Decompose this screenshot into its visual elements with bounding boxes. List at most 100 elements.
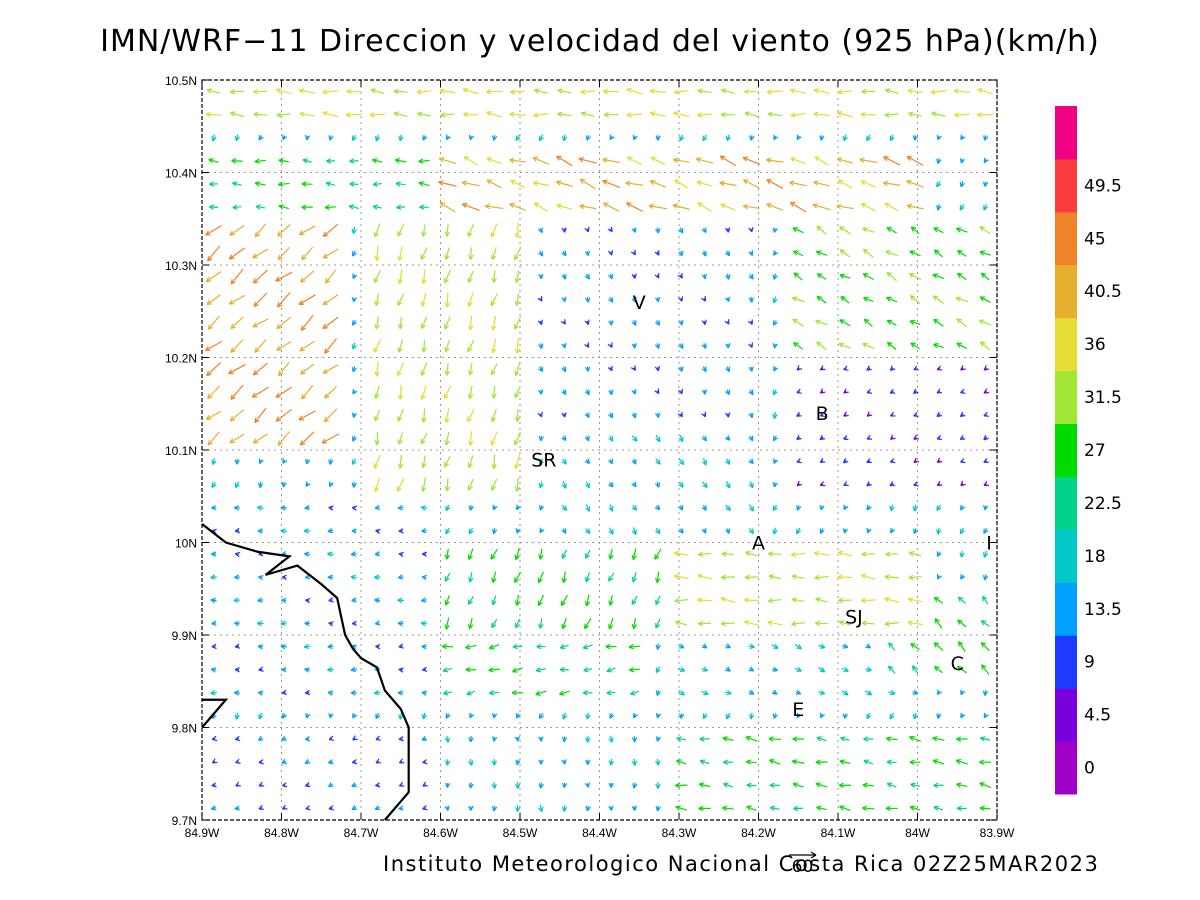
wind-arrow-head (625, 202, 630, 208)
wind-arrow-head (813, 181, 818, 186)
wind-arrow (655, 618, 661, 629)
wind-arrow (862, 248, 874, 259)
wind-arrow-head (768, 597, 773, 602)
wind-arrow-head (275, 392, 280, 398)
wind-arrow-head (516, 416, 521, 422)
wind-arrow-head (565, 483, 567, 489)
wind-arrow-head (743, 203, 749, 207)
wind-arrow-head (957, 272, 963, 275)
wind-arrow-head (510, 91, 516, 95)
wind-arrow (397, 293, 405, 306)
wind-arrow-head (234, 667, 240, 671)
wind-arrow-head (582, 690, 588, 694)
wind-arrow-head (301, 327, 307, 331)
wind-arrow-head (819, 670, 825, 673)
wind-arrow-head (890, 484, 896, 487)
wind-arrow (650, 90, 666, 93)
wind-arrow (933, 596, 944, 604)
wind-arrow (325, 206, 337, 209)
wind-arrow (490, 363, 498, 376)
wind-arrow-head (446, 782, 451, 788)
wind-arrow-head (444, 302, 448, 308)
wind-arrow-head (654, 507, 660, 511)
wind-arrow (885, 553, 898, 556)
wind-arrow-head (790, 551, 796, 556)
wind-arrow-head (351, 505, 358, 509)
wind-arrow-head (462, 87, 469, 90)
wind-arrow-head (837, 179, 842, 185)
wind-arrow-head (229, 230, 233, 236)
wind-arrow-head (656, 737, 662, 742)
wind-arrow-head (537, 389, 542, 395)
wind-arrow-head (936, 689, 939, 695)
wind-arrow-head (797, 666, 802, 672)
wind-arrow-head (466, 690, 471, 695)
wind-arrow-head (815, 761, 821, 765)
wind-arrow (766, 203, 784, 211)
wind-arrow-head (421, 691, 427, 696)
wind-arrow-head (492, 325, 497, 331)
wind-arrow-head (933, 319, 937, 325)
wind-arrow-head (960, 134, 962, 140)
wind-arrow-head (564, 296, 567, 302)
wind-arrow-head (701, 506, 707, 511)
wind-arrow-head (603, 112, 609, 116)
wind-arrow-head (980, 642, 984, 648)
wind-arrow-head (210, 805, 216, 810)
wind-arrow-head (751, 297, 754, 303)
wind-arrow-head (675, 784, 681, 789)
wind-arrow-head (937, 391, 943, 394)
colorbar-label: 0 (1084, 759, 1095, 779)
wind-arrow-head (648, 203, 654, 207)
wind-arrow-head (515, 464, 520, 470)
wind-arrow-head (259, 483, 264, 488)
wind-arrow-head (608, 624, 610, 630)
wind-arrow-head (751, 528, 755, 534)
wind-arrow-head (812, 203, 818, 206)
wind-arrow-head (839, 805, 844, 811)
wind-arrow (956, 227, 968, 233)
wind-arrow-head (538, 344, 543, 349)
wind-arrow-head (796, 411, 800, 417)
wind-arrow-head (885, 250, 890, 256)
wind-arrow-head (421, 347, 425, 353)
wind-arrow-head (206, 89, 212, 94)
wind-arrow-head (610, 805, 614, 811)
wind-arrow-head (790, 112, 796, 117)
wind-arrow-head (984, 182, 989, 187)
wind-arrow (910, 295, 921, 305)
wind-arrow-head (979, 250, 986, 253)
wind-arrow-head (230, 278, 233, 285)
wind-arrow-head (374, 551, 380, 555)
wind-arrow (813, 181, 830, 187)
wind-arrow-head (351, 620, 357, 625)
wind-arrow-head (977, 114, 983, 118)
wind-arrow-head (444, 440, 447, 446)
wind-arrow-head (960, 714, 966, 719)
wind-arrow-head (233, 600, 239, 603)
wind-arrow (208, 158, 219, 164)
wind-arrow (493, 454, 496, 469)
wind-arrow (626, 202, 643, 213)
wind-arrow-head (491, 135, 495, 141)
wind-arrow (908, 112, 922, 117)
wind-arrow-head (742, 157, 747, 162)
wind-arrow-head (984, 691, 989, 696)
wind-arrow-head (257, 644, 263, 647)
wind-arrow-head (860, 114, 866, 118)
wind-arrow-head (840, 736, 846, 739)
wind-arrow (255, 205, 266, 209)
wind-arrow-head (701, 274, 706, 280)
wind-arrow-head (701, 297, 706, 302)
wind-arrow (886, 319, 897, 326)
wind-arrow (884, 576, 899, 579)
wind-arrow-head (956, 318, 962, 321)
wind-arrow-head (910, 783, 915, 788)
wind-arrow (955, 297, 969, 303)
wind-arrow-head (205, 230, 209, 236)
wind-arrow-head (957, 596, 961, 603)
wind-arrow-head (304, 622, 310, 627)
wind-arrow-head (701, 320, 706, 325)
wind-arrow-head (813, 89, 819, 94)
wind-arrow-head (514, 806, 519, 812)
